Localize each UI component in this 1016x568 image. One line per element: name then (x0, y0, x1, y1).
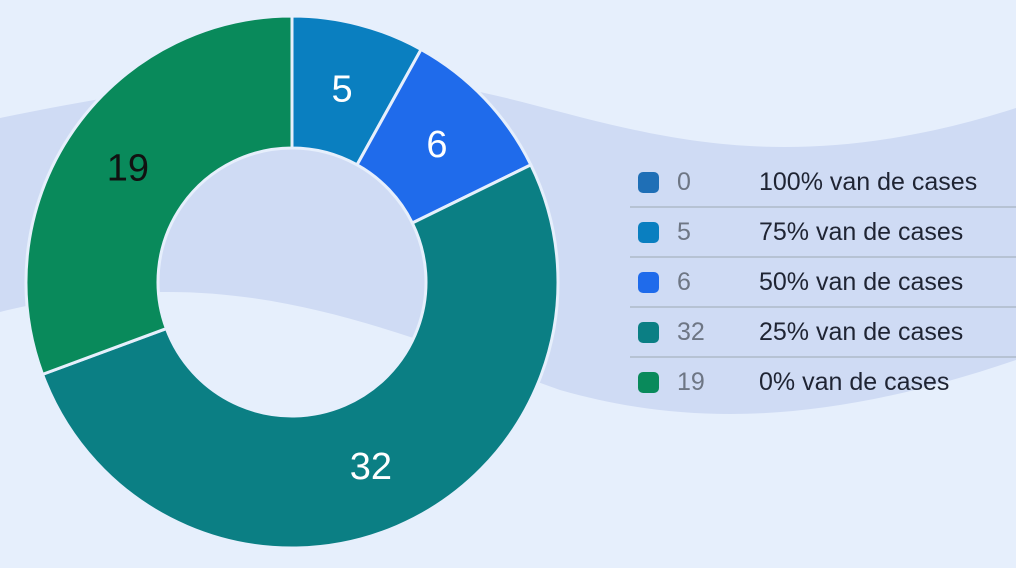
legend-value: 5 (677, 217, 691, 246)
legend-swatch (638, 321, 659, 343)
donut-slice (41, 163, 560, 550)
legend-item: 5 75% van de cases (630, 208, 1016, 258)
legend-swatch (638, 171, 659, 193)
legend-label: 100% van de cases (759, 167, 978, 196)
donut-slice (24, 14, 294, 376)
legend-label: 25% van de cases (759, 317, 964, 346)
slice-value-label: 32 (350, 446, 392, 488)
slice-value-label: 5 (332, 68, 353, 110)
legend-value: 32 (677, 317, 705, 346)
legend-value: 19 (677, 367, 705, 396)
legend-label: 75% van de cases (759, 217, 964, 246)
slice-value-label: 6 (426, 124, 447, 166)
legend-label: 0% van de cases (759, 367, 950, 396)
legend-item: 19 0% van de cases (630, 358, 1016, 406)
donut-slice-labels: 5 6 32 19 (107, 68, 448, 487)
legend: 0 100% van de cases 5 75% van de cases 6… (630, 158, 1016, 406)
legend-item: 6 50% van de cases (630, 258, 1016, 308)
legend-swatch (638, 271, 659, 293)
donut-slices (24, 14, 560, 550)
legend-item: 0 100% van de cases (630, 158, 1016, 208)
legend-value: 0 (677, 167, 691, 196)
legend-swatch (638, 221, 659, 243)
legend-label: 50% van de cases (759, 267, 964, 296)
legend-swatch (638, 371, 659, 393)
legend-value: 6 (677, 267, 691, 296)
legend-item: 32 25% van de cases (630, 308, 1016, 358)
slice-value-label: 19 (107, 148, 149, 190)
